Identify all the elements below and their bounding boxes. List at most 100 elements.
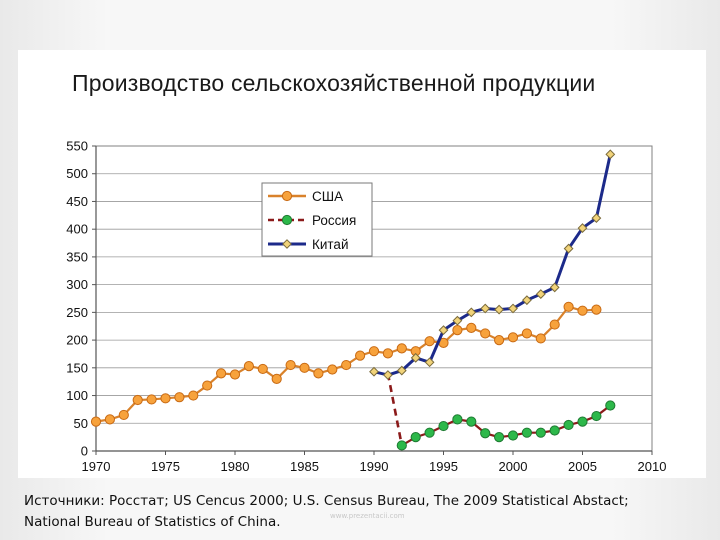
series-1-point-1992 (396, 343, 407, 354)
legend-swatch-marker-3 (282, 239, 292, 249)
series-1-point-1981 (243, 361, 254, 372)
series-1-point-2006 (591, 304, 602, 315)
series-1-point-1977 (188, 390, 199, 401)
series-3-point-1996 (452, 315, 463, 326)
x-tick-label-1975: 1975 (151, 459, 180, 474)
series-1-point-1997 (466, 322, 477, 333)
series-3-point-2007 (605, 149, 616, 160)
series-2-point-2000 (507, 430, 519, 441)
x-tick-label-1985: 1985 (290, 459, 319, 474)
series-1-point-2001 (521, 328, 533, 339)
series-1-point-1970 (90, 416, 102, 427)
series-1-point-1985 (299, 362, 310, 373)
series-2-point-2005 (577, 416, 588, 427)
series-1-point-2004 (563, 301, 574, 312)
series-2-point-2003 (549, 425, 560, 436)
series-3-point-1994 (424, 357, 435, 368)
series-1-point-2000 (507, 332, 519, 343)
series-1-point-1972 (118, 409, 129, 421)
series-1-point-1989 (355, 350, 366, 361)
series-2-point-1999 (494, 432, 505, 443)
series-3-point-1997 (466, 307, 477, 318)
legend-label-1: США (312, 189, 343, 204)
series-1-point-1984 (285, 359, 296, 371)
series-3-point-2001 (521, 295, 532, 306)
series-2-connector (386, 373, 404, 446)
series-1-point-1974 (146, 394, 157, 405)
series-1-point-1999 (494, 334, 505, 346)
y-tick-label-300: 300 (66, 277, 88, 292)
watermark-text: www.prezentacii.com (330, 512, 405, 520)
source-note: Источники: Росстат; US Cencus 2000; U.S.… (24, 491, 704, 533)
series-2-point-1997 (466, 416, 477, 427)
legend-label-2: Россия (312, 213, 356, 228)
x-tick-label-1980: 1980 (221, 459, 250, 474)
x-tick-label-1990: 1990 (360, 459, 389, 474)
y-tick-label-450: 450 (66, 194, 88, 209)
series-1-point-1998 (480, 328, 491, 339)
x-tick-label-1970: 1970 (82, 459, 111, 474)
legend-swatch-marker-1 (281, 190, 293, 202)
series-2-point-1995 (438, 420, 449, 432)
legend-swatch-marker-2 (281, 214, 293, 226)
y-tick-label-500: 500 (66, 166, 88, 181)
series-2-point-2004 (563, 419, 574, 431)
slide-title: Производство сельскохозяйственной продук… (72, 70, 596, 96)
series-2-point-2001 (521, 427, 533, 438)
plot-area (95, 145, 653, 452)
series-3-point-1999 (494, 304, 505, 315)
series-1-point-1973 (132, 394, 143, 406)
legend-label-3: Китай (312, 237, 349, 252)
source-line-2: National Bureau of Statistics of China. (24, 514, 281, 530)
series-1-point-1971 (104, 414, 116, 425)
x-tick-label-2010: 2010 (638, 459, 667, 474)
source-line-1: Источники: Росстат; US Cencus 2000; U.S.… (24, 493, 629, 509)
series-1-point-1975 (160, 393, 171, 404)
series-1-point-1983 (271, 373, 282, 385)
series-1-point-2002 (535, 333, 546, 344)
series-1-point-1978 (202, 380, 213, 391)
series-3-point-2005 (577, 223, 588, 233)
y-tick-label-550: 550 (66, 139, 88, 154)
y-tick-label-250: 250 (66, 305, 88, 320)
series-3-point-2006 (591, 213, 602, 223)
series-3-point-1995 (438, 325, 449, 336)
series-1-point-1986 (313, 368, 324, 379)
series-1-point-1979 (216, 368, 227, 379)
series-2-point-1992 (396, 440, 407, 451)
y-tick-label-150: 150 (66, 360, 88, 375)
series-2-line (401, 404, 611, 447)
y-tick-label-50: 50 (74, 416, 88, 431)
series-3-point-2003 (549, 282, 560, 293)
series-3-point-1992 (396, 365, 407, 376)
series-1-point-1994 (424, 336, 435, 347)
series-1-point-1990 (368, 346, 380, 357)
series-3-point-1998 (480, 303, 491, 314)
series-3-point-2004 (563, 243, 574, 254)
series-2-point-2007 (605, 400, 616, 411)
series-3-point-1991 (382, 370, 393, 380)
series-2-point-1994 (424, 427, 435, 438)
series-1-point-1987 (327, 364, 338, 375)
series-1-point-1976 (174, 392, 185, 403)
y-tick-label-350: 350 (66, 249, 88, 264)
series-3-point-2002 (535, 289, 546, 299)
series-3-point-1990 (369, 366, 379, 377)
series-1-point-2005 (577, 305, 588, 316)
series-1-point-1988 (341, 359, 352, 371)
y-tick-label-100: 100 (66, 388, 88, 403)
y-tick-label-200: 200 (66, 333, 88, 348)
series-2-point-1998 (480, 428, 491, 439)
series-2-point-1993 (410, 432, 421, 443)
x-tick-label-1995: 1995 (429, 459, 458, 474)
series-2-point-2006 (591, 410, 602, 422)
series-2-point-2002 (535, 427, 546, 438)
x-tick-label-2000: 2000 (499, 459, 528, 474)
series-1-point-1991 (382, 348, 393, 359)
series-1-point-1980 (229, 369, 241, 380)
series-1-point-1982 (257, 363, 268, 375)
x-tick-label-2005: 2005 (568, 459, 597, 474)
series-1-point-1996 (452, 325, 463, 336)
series-3-point-1993 (410, 352, 421, 363)
